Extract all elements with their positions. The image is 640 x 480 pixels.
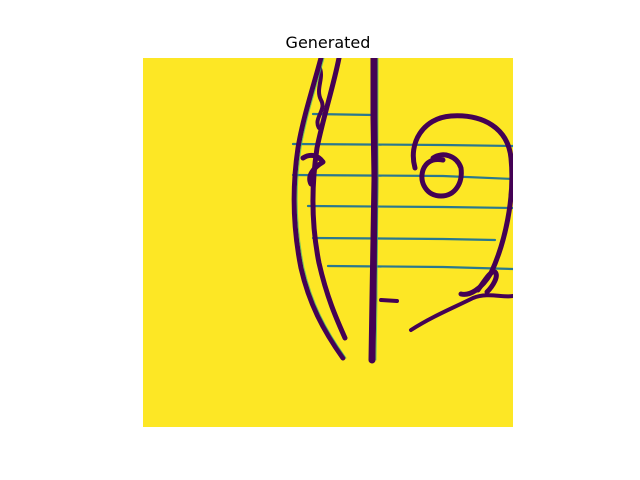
lower-diagonal: [409, 293, 513, 332]
top-wiggle: [315, 64, 325, 130]
generated-image: [143, 58, 513, 427]
line-2: [291, 142, 513, 148]
small-loop: [419, 152, 464, 199]
image-background: [143, 58, 513, 427]
stroke-halo: [296, 58, 379, 361]
vertical-stroke: [368, 58, 379, 364]
line-6: [326, 264, 513, 271]
inner-curve: [310, 58, 348, 341]
generated-image-canvas: [143, 58, 513, 427]
line-4: [306, 204, 513, 210]
dark-strokes: [291, 58, 513, 364]
line-3: [291, 173, 513, 181]
line-5: [311, 236, 497, 242]
left-hook: [300, 152, 326, 187]
halo-outer: [296, 58, 347, 359]
side-tick: [379, 298, 399, 303]
line-1: [311, 112, 377, 117]
horizontal-lines: [291, 112, 513, 271]
halo-vertical: [375, 58, 379, 361]
tail-hook: [475, 269, 499, 295]
outer-curve: [291, 58, 346, 361]
figure-title: Generated: [285, 33, 371, 52]
